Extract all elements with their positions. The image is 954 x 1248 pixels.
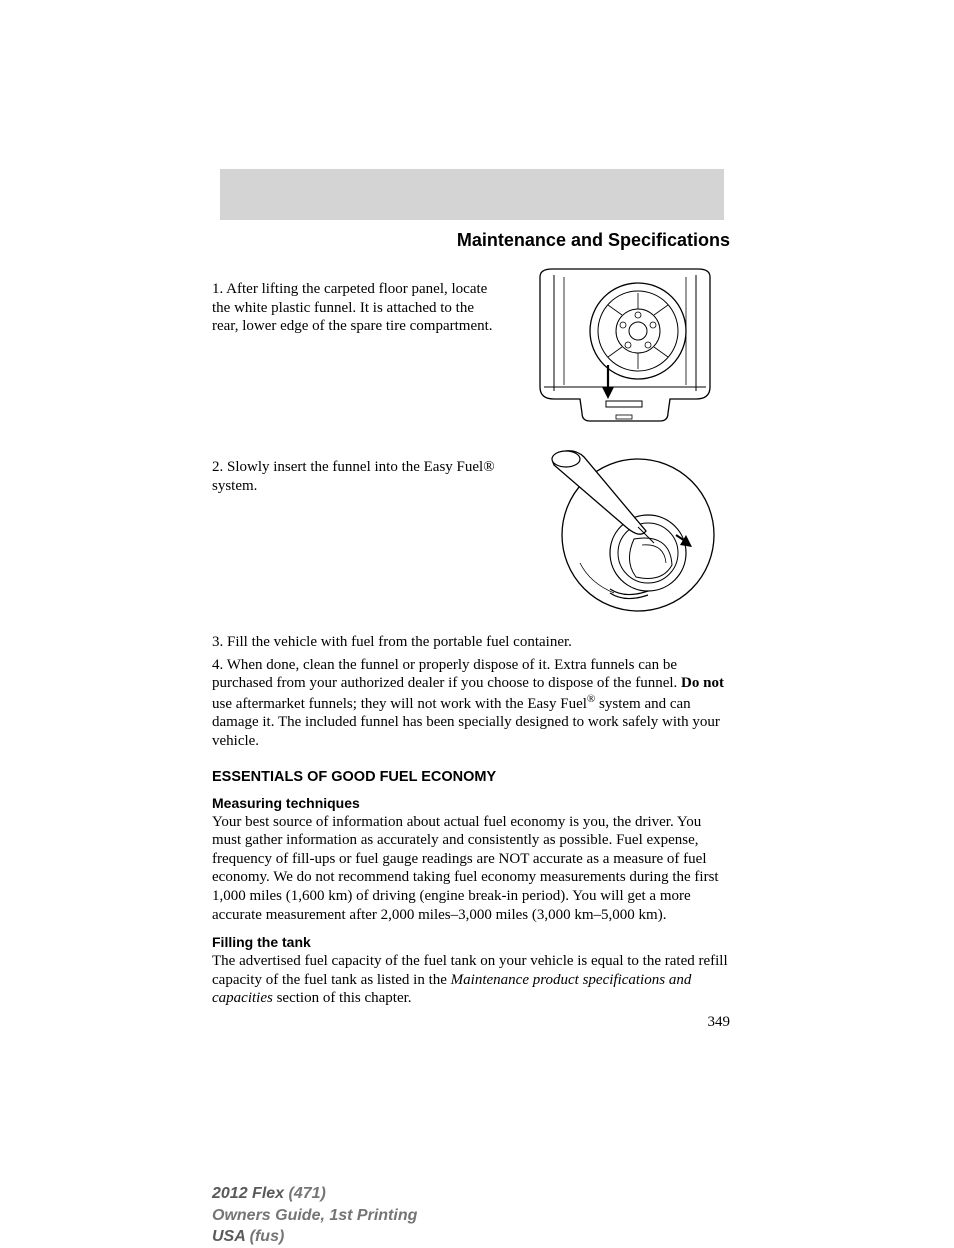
step-2-text-a: 2. Slowly insert the funnel into the Eas… <box>212 459 483 475</box>
step-2-text: 2. Slowly insert the funnel into the Eas… <box>212 458 510 495</box>
page-content: Maintenance and Specifications 1. After … <box>212 230 730 1031</box>
step-4-b: use aftermarket funnels; they will not w… <box>212 696 587 712</box>
footer: 2012 Flex (471) Owners Guide, 1st Printi… <box>212 1183 417 1248</box>
step-4-a: 4. When done, clean the funnel or proper… <box>212 657 681 692</box>
essentials-heading: ESSENTIALS OF GOOD FUEL ECONOMY <box>212 769 730 785</box>
step-2-text-b: system. <box>212 478 257 494</box>
header-gray-bar <box>220 169 724 220</box>
step-4-text: 4. When done, clean the funnel or proper… <box>212 656 730 751</box>
footer-model: 2012 Flex <box>212 1185 284 1202</box>
step-2-row: 2. Slowly insert the funnel into the Eas… <box>212 443 730 615</box>
measuring-heading: Measuring techniques <box>212 795 730 811</box>
footer-line-1: 2012 Flex (471) <box>212 1183 417 1205</box>
filling-body: The advertised fuel capacity of the fuel… <box>212 952 730 1008</box>
step-3-text: 3. Fill the vehicle with fuel from the p… <box>212 633 730 652</box>
footer-code: (471) <box>284 1185 326 1202</box>
filling-body-b: section of this chapter. <box>273 990 412 1006</box>
footer-line-3: USA (fus) <box>212 1226 417 1248</box>
footer-line-2: Owners Guide, 1st Printing <box>212 1205 417 1227</box>
footer-region: USA <box>212 1228 245 1245</box>
measuring-body: Your best source of information about ac… <box>212 813 730 925</box>
figure-funnel <box>530 443 730 615</box>
step-1-row: 1. After lifting the carpeted floor pane… <box>212 265 730 425</box>
registered-mark: ® <box>483 459 494 475</box>
figure-spare-tire <box>520 265 730 425</box>
footer-region-code: (fus) <box>245 1228 284 1245</box>
step-4-bold: Do not <box>681 675 724 691</box>
step-1-text: 1. After lifting the carpeted floor pane… <box>212 280 500 336</box>
chapter-title: Maintenance and Specifications <box>212 230 730 251</box>
page-number: 349 <box>212 1014 730 1031</box>
filling-heading: Filling the tank <box>212 934 730 950</box>
